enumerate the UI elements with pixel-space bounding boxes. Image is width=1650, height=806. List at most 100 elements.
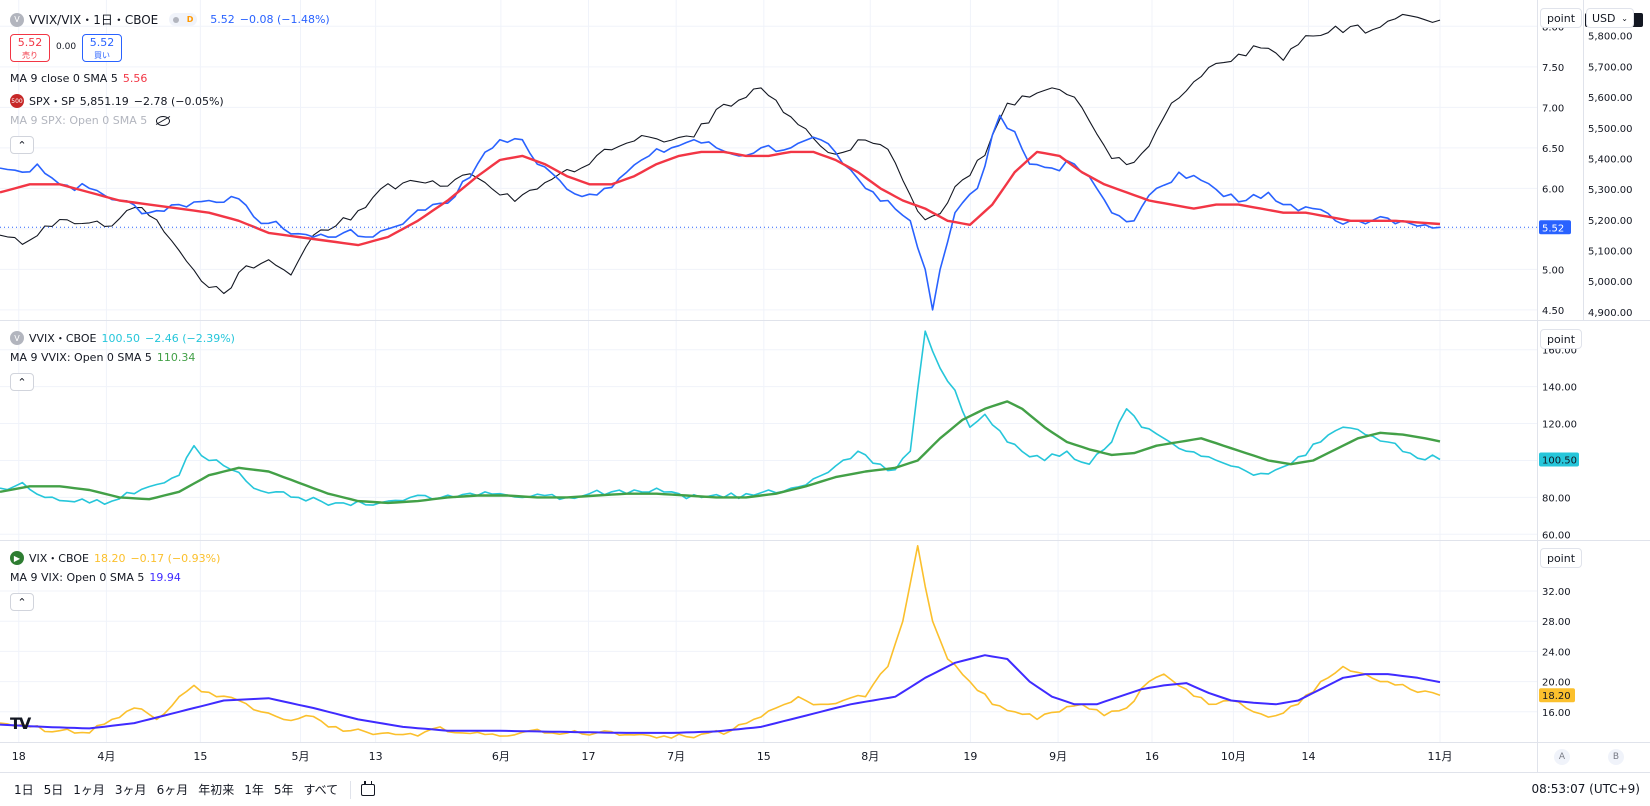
clock-display[interactable]: 08:53:07 (UTC+9)	[1531, 782, 1640, 796]
range-button[interactable]: 年初来	[198, 783, 235, 797]
secondary-y-tick-label: 5,100.00	[1588, 247, 1633, 258]
scale-b-label: B	[1612, 752, 1620, 762]
spx-icon: 500	[10, 94, 24, 108]
y-tick-label: 7.50	[1542, 63, 1564, 74]
range-button[interactable]: 5日	[43, 783, 64, 797]
collapse-vvix-legend-button[interactable]: ⌃	[10, 373, 34, 391]
overlay-ma-legend: MA 9 SPX: Open 0 SMA 5	[10, 114, 175, 127]
x-tick-label: 4月	[97, 750, 115, 763]
overlay-value: 5,851.19	[79, 94, 129, 108]
x-tick-label: 19	[963, 750, 977, 763]
series-line	[0, 400, 1441, 505]
eye-hidden-icon[interactable]	[156, 115, 171, 126]
chart-canvas[interactable]: 18 4月 15 5月 13 6月 17 7月 15 8月 19 9月 16 10月 14 11月 4.50 5.…	[0, 0, 1650, 772]
x-tick-label: 15	[193, 750, 207, 763]
x-tick-label: 15	[757, 750, 771, 763]
symbol-title[interactable]: VVIX/VIX・1日・CBOE	[29, 13, 159, 27]
range-button[interactable]: 3ヶ月	[114, 783, 147, 797]
range-button[interactable]: 1年	[244, 783, 264, 797]
vvix-title[interactable]: VVIX・CBOE	[29, 332, 97, 345]
last-price-label: 5.52	[1542, 223, 1564, 234]
vix-last: 18.20	[93, 551, 126, 565]
series-line	[0, 330, 1441, 507]
collapse-legend-button[interactable]: ⌃	[10, 136, 34, 154]
vix-last-label: 18.20	[1542, 691, 1571, 702]
vix-change: −0.17 (−0.93%)	[130, 551, 221, 565]
y-tick-label: 60.00	[1542, 530, 1571, 541]
sell-label: 売り	[22, 51, 38, 60]
scale-a-label: A	[1558, 752, 1566, 762]
x-tick-label: 13	[369, 750, 383, 763]
ma-label[interactable]: MA 9 close 0 SMA 5	[10, 72, 118, 85]
secondary-y-tick-label: 4,900.00	[1588, 308, 1633, 319]
vvix-ma-legend: MA 9 VVIX: Open 0 SMA 5 110.34	[10, 351, 200, 364]
vvix-symbol-icon: V	[10, 331, 24, 345]
calendar-icon[interactable]	[361, 780, 376, 796]
secondary-y-tick-label: 5,800.00	[1588, 32, 1633, 43]
range-button[interactable]: すべて	[303, 783, 339, 797]
y-tick-label: 16.00	[1542, 708, 1571, 719]
overlay-change: −2.78 (−0.05%)	[133, 94, 224, 108]
range-button[interactable]: 5年	[273, 783, 294, 797]
y-tick-label: 24.00	[1542, 647, 1571, 658]
vix-last-tag	[1539, 688, 1575, 703]
y-tick-label: 140.00	[1542, 383, 1577, 394]
vvix-scale-mode-button[interactable]: point	[1540, 329, 1582, 349]
secondary-y-tick-label: 5,400.00	[1588, 154, 1633, 165]
collapse-vix-legend-button[interactable]: ⌃	[10, 593, 34, 611]
vix-ma-legend: MA 9 VIX: Open 0 SMA 5 19.94	[10, 571, 186, 584]
vvix-ma-value: 110.34	[156, 351, 196, 364]
x-tick-label: 8月	[861, 750, 879, 763]
chevron-down-icon: ⌄	[1621, 13, 1628, 23]
secondary-y-tick-label: 5,700.00	[1588, 62, 1633, 73]
x-tick-label: 17	[582, 750, 596, 763]
y-tick-label: 5.00	[1542, 265, 1564, 276]
y-tick-label: 32.00	[1542, 587, 1571, 598]
scale-a-button[interactable]: A	[1554, 749, 1570, 765]
interval-badge: D	[186, 15, 194, 24]
range-buttons: 1日 5日 1ヶ月 3ヶ月 6ヶ月 年初来 1年 5年 すべて	[0, 781, 338, 798]
secondary-y-tick-label: 5,500.00	[1588, 124, 1633, 135]
range-button[interactable]: 1ヶ月	[73, 783, 105, 797]
x-tick-label: 6月	[492, 750, 510, 763]
y-tick-label: 7.00	[1542, 103, 1564, 114]
range-button[interactable]: 1日	[14, 783, 34, 797]
scale-b-button[interactable]: B	[1608, 749, 1624, 765]
last-price-tag	[1539, 220, 1571, 235]
vix-scale-mode-label: point	[1546, 551, 1576, 565]
buy-button[interactable]: 5.52 買い	[82, 34, 122, 62]
sell-price: 5.52	[17, 36, 43, 49]
vvix-ma-label[interactable]: MA 9 VVIX: Open 0 SMA 5	[10, 351, 152, 364]
vvix-last-tag	[1539, 452, 1579, 467]
overlay-ma-label[interactable]: MA 9 SPX: Open 0 SMA 5	[10, 114, 148, 127]
scale-mode-button[interactable]: point	[1540, 8, 1582, 28]
vix-ma-label[interactable]: MA 9 VIX: Open 0 SMA 5	[10, 571, 145, 584]
bottom-toolbar: 1日 5日 1ヶ月 3ヶ月 6ヶ月 年初来 1年 5年 すべて 08:53:07 (UTC+9)	[0, 772, 1650, 806]
range-button[interactable]: 6ヶ月	[156, 783, 189, 797]
series	[0, 13, 1537, 739]
last-value: 5.52	[210, 13, 235, 26]
y-tick-label: 80.00	[1542, 493, 1571, 504]
currency-select[interactable]: USD ⌄	[1586, 8, 1634, 28]
sell-button[interactable]: 5.52 売り	[10, 34, 50, 62]
tradingview-logo[interactable]: TV	[10, 714, 31, 733]
ma-legend: MA 9 close 0 SMA 5 5.56	[10, 72, 152, 85]
ma-value: 5.56	[122, 72, 148, 85]
vvix-last: 100.50	[101, 331, 140, 345]
market-status-icon: D	[169, 13, 198, 26]
series-line	[0, 150, 1441, 247]
vix-play-icon: ▶	[10, 551, 24, 565]
vvix-last-label: 100.50	[1542, 456, 1577, 467]
secondary-y-tick-label: 5,300.00	[1588, 185, 1633, 196]
y-tick-label: 6.00	[1542, 184, 1564, 195]
vix-title[interactable]: VIX・CBOE	[29, 552, 89, 565]
overlay-legend: 500 SPX・SP 5,851.19 −2.78 (−0.05%)	[10, 93, 229, 109]
y-tick-label: 160.00	[1542, 346, 1577, 357]
chevron-up-icon: ⌃	[17, 138, 27, 152]
secondary-y-tick-label: 5,200.00	[1588, 216, 1633, 227]
toolbar-divider	[350, 780, 352, 799]
x-tick-label: 16	[1145, 750, 1159, 763]
vix-scale-mode-button[interactable]: point	[1540, 548, 1582, 568]
overlay-title[interactable]: SPX・SP	[29, 95, 75, 108]
